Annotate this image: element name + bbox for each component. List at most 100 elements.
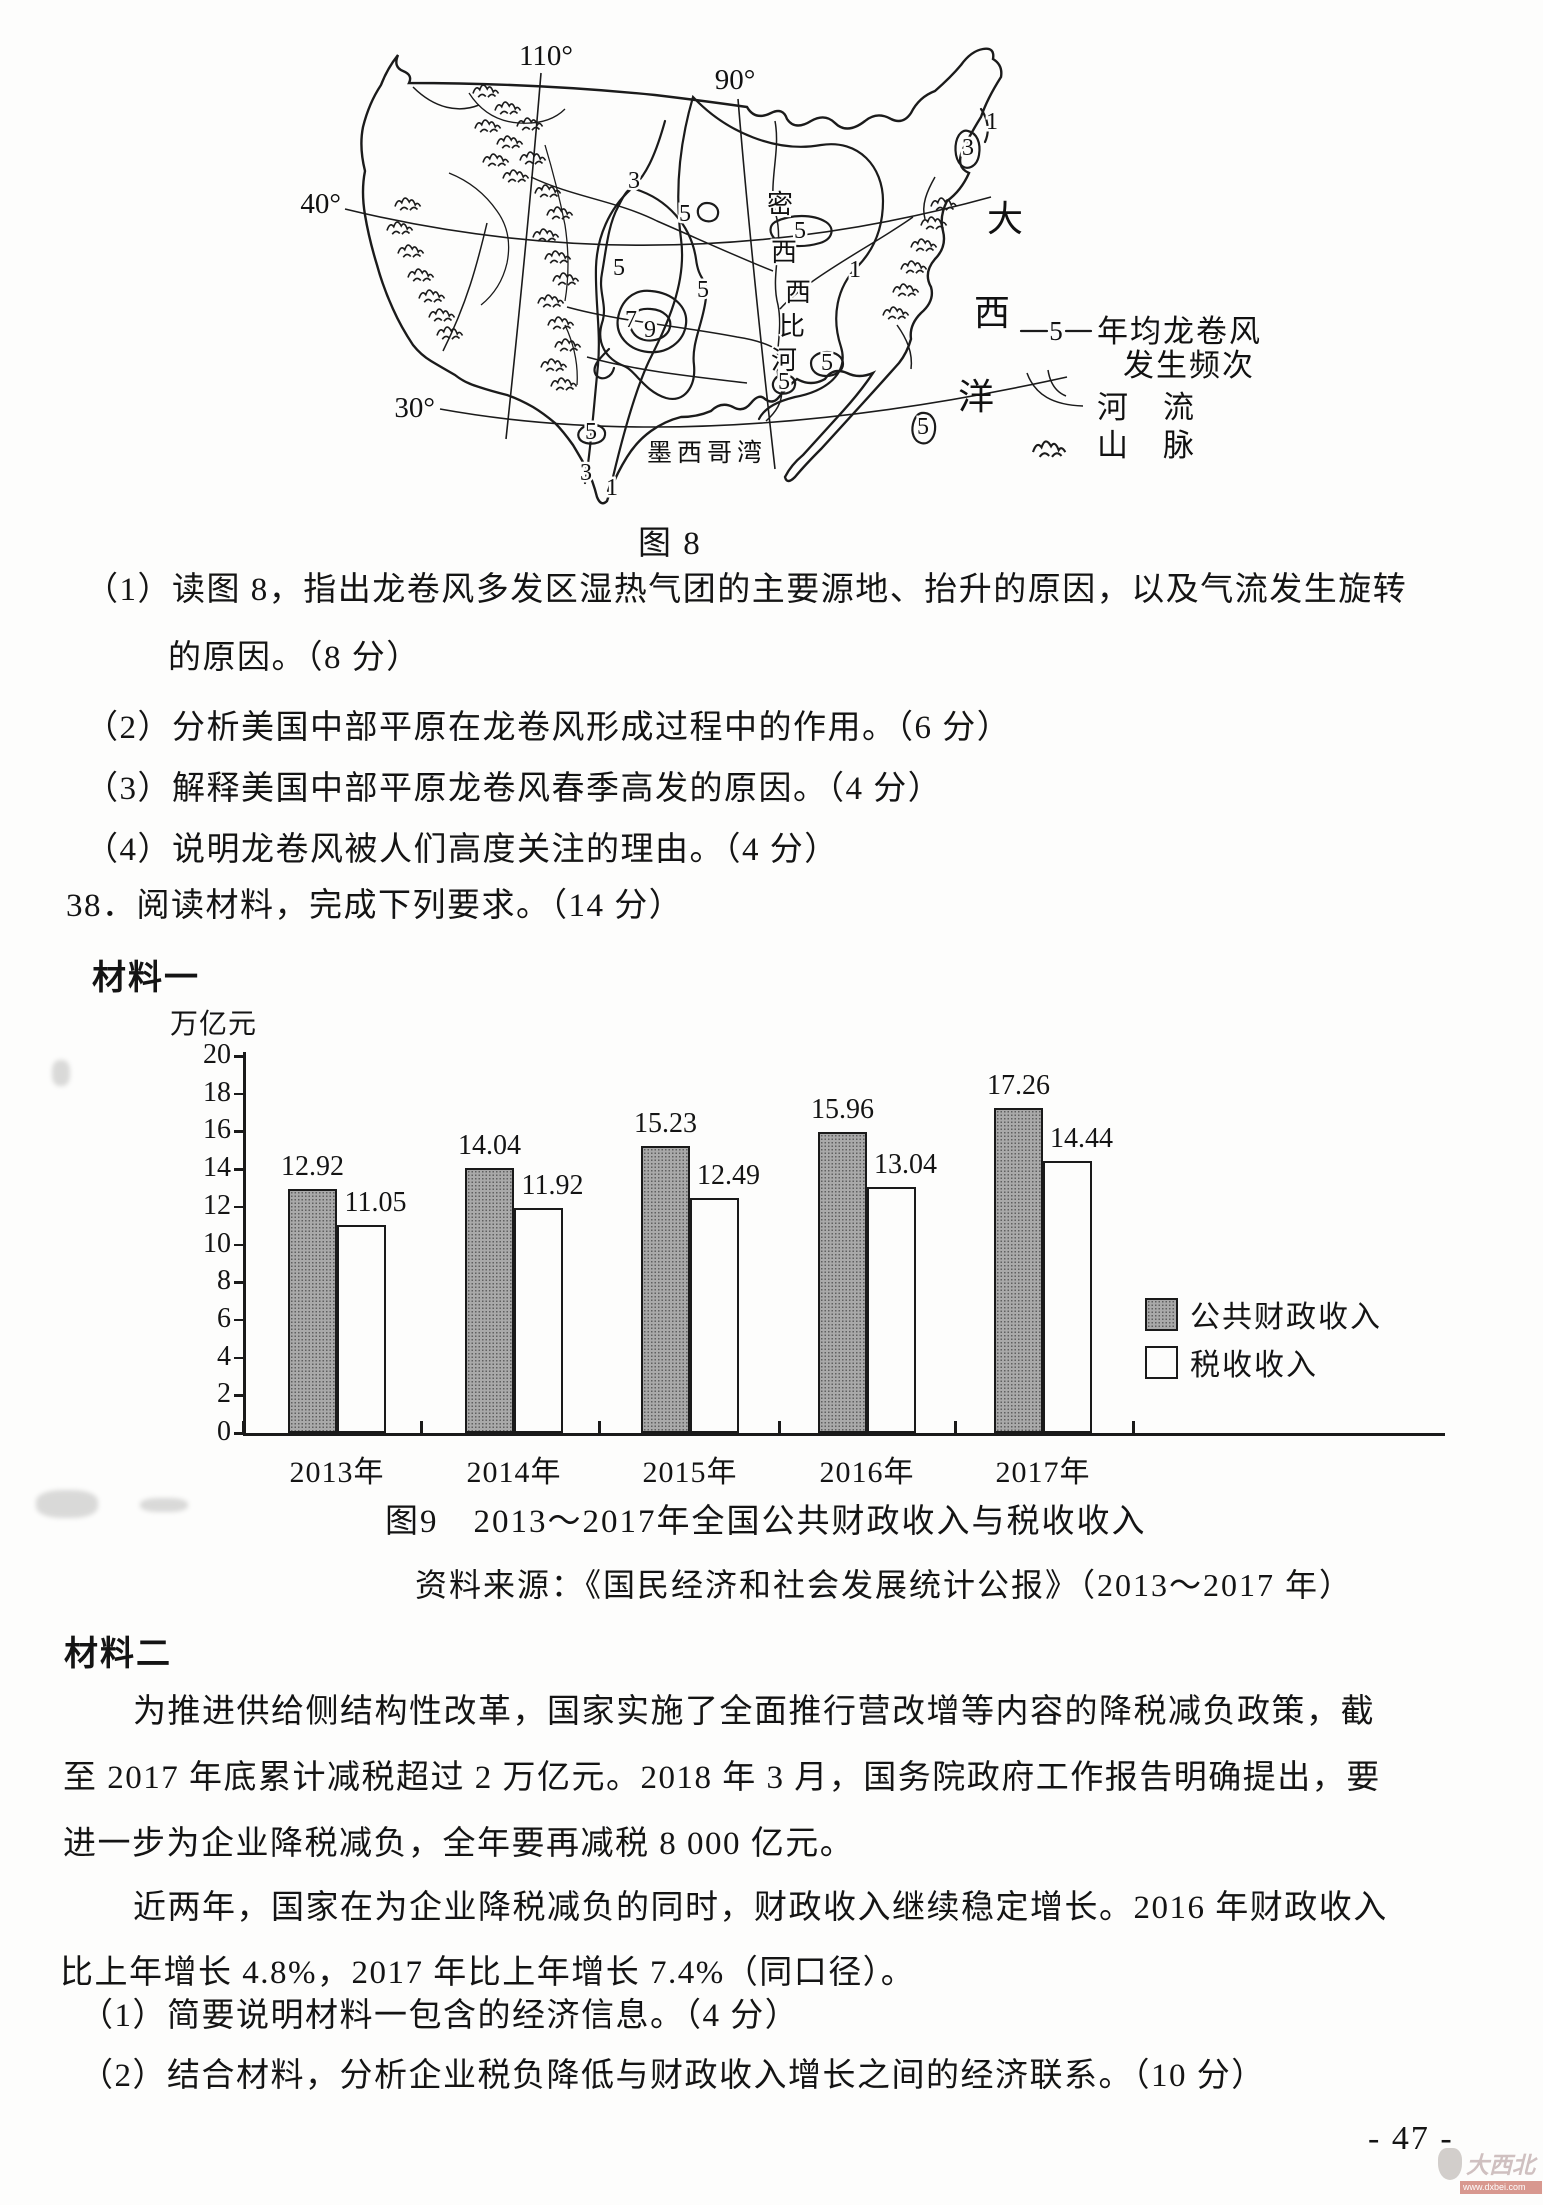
label-110-meridian: 110° (519, 40, 573, 72)
figure9-caption: 图9 2013～2017年全国公共财政收入与税收收入 (385, 1504, 1147, 1540)
label-30-parallel: 30° (394, 392, 435, 424)
material2-p2-line1: 近两年，国家在为企业降税减负的同时，财政收入继续稳定增长。2016 年财政收入 (133, 1890, 1388, 1926)
material2-p1-line3: 进一步为企业降税减负，全年要再减税 8 000 亿元。 (63, 1826, 855, 1862)
label-40-parallel: 40° (300, 188, 341, 220)
bar-tax-revenue (867, 1187, 916, 1433)
legend-river-symbol (1026, 369, 1084, 407)
usa-outline (360, 47, 1003, 505)
figure8-tornado-map: 110° 90° 40° 30° (300, 40, 1262, 505)
legend-river-label: 河 流 (1097, 390, 1196, 425)
scan-smudge (140, 1498, 188, 1512)
x-category-label: 2016年 (819, 1456, 915, 1489)
y-tick-label: 0 (217, 1416, 231, 1447)
q37-sub1-line1: （1）读图 8，指出龙卷风多发区湿热气团的主要源地、抬升的原因，以及气流发生旋转 (85, 572, 1408, 608)
bar-public-revenue (288, 1189, 337, 1433)
bar-tax-revenue (337, 1224, 386, 1433)
legend-contour-label-line2: 发生频次 (1123, 348, 1255, 383)
bar-value-label: 14.44 (1050, 1122, 1113, 1154)
contour-value: 7 (625, 307, 637, 333)
material1-header: 材料一 (92, 959, 200, 997)
bar-value-label: 14.04 (458, 1130, 521, 1162)
bar-public-revenue (641, 1145, 690, 1433)
y-tick-label: 20 (203, 1039, 231, 1070)
contour-value: 1 (849, 257, 861, 283)
y-tick (234, 1394, 245, 1397)
mississippi-label-char: 比 (779, 312, 805, 341)
material2-p1-line1: 为推进供给侧结构性改革，国家实施了全面推行营改增等内容的降税减负政策，截 (133, 1694, 1375, 1730)
y-tick-label: 8 (217, 1265, 231, 1297)
q37-sub4: （4）说明龙卷风被人们高度关注的理由。（4 分） (85, 832, 839, 868)
legend-swatch-white (1145, 1345, 1178, 1379)
bar-value-label: 11.05 (344, 1186, 407, 1218)
material2-p1-line2: 至 2017 年底累计减税超过 2 万亿元。2018 年 3 月，国务院政府工作… (63, 1760, 1381, 1796)
watermark-logo-icon (1438, 2148, 1462, 2180)
y-tick (234, 1055, 245, 1058)
contour-value: 3 (628, 168, 640, 194)
q38-stem: 38．阅读材料，完成下列要求。（14 分） (66, 888, 684, 924)
legend-row-tax-revenue: 税收收入 (1145, 1340, 1318, 1384)
mountain-ranges (386, 84, 958, 392)
q37-sub1-line2: 的原因。（8 分） (168, 640, 421, 676)
scan-smudge (52, 1060, 70, 1086)
label-90-meridian: 90° (715, 64, 756, 96)
contour-value: 3 (962, 135, 974, 161)
watermark-brand: 大西北 (1466, 2153, 1535, 2178)
y-tick (234, 1092, 245, 1096)
contour-value: 5 (778, 369, 790, 395)
bar-value-label: 12.92 (281, 1151, 344, 1183)
bar-value-label: 15.96 (811, 1094, 874, 1126)
legend-contour-value: 5 (1049, 316, 1063, 346)
x-tick (1132, 1421, 1135, 1433)
y-tick (234, 1281, 245, 1284)
atlantic-label-char: 大 (987, 199, 1023, 239)
y-tick-label: 16 (203, 1114, 231, 1146)
contour-value: 3 (580, 460, 592, 486)
map-legend: 5 年均龙卷风 发生频次 河 流 山 脉 (1019, 314, 1262, 463)
bar-value-label: 17.26 (987, 1069, 1050, 1101)
y-tick-label: 18 (203, 1076, 231, 1108)
x-tick (778, 1421, 781, 1433)
legend-contour-label-line1: 年均龙卷风 (1097, 314, 1262, 349)
contour-value: 5 (613, 255, 625, 281)
x-tick (420, 1421, 423, 1433)
contour-value: 9 (644, 317, 656, 343)
y-tick (234, 1356, 245, 1360)
bar-value-label: 11.92 (521, 1170, 584, 1202)
watermark-url: www.dxbei.com (1460, 2181, 1542, 2194)
legend-label: 税收收入 (1190, 1349, 1318, 1382)
bar-public-revenue (994, 1107, 1043, 1433)
legend-swatch-gray (1145, 1297, 1178, 1331)
contour-value: 5 (917, 414, 929, 440)
bar-tax-revenue (514, 1208, 563, 1433)
bar-public-revenue (818, 1132, 867, 1433)
mississippi-label-char: 河 (771, 346, 797, 375)
y-tick-label: 4 (217, 1340, 231, 1372)
figure9-source: 资料来源：《国民经济和社会发展统计公报》（2013～2017 年） (415, 1567, 1354, 1603)
x-category-label: 2015年 (642, 1456, 738, 1489)
y-axis-unit: 万亿元 (170, 1009, 258, 1040)
y-tick-label: 10 (203, 1227, 231, 1259)
y-tick (234, 1205, 245, 1209)
mississippi-label-char: 西 (785, 278, 811, 307)
y-tick (234, 1243, 245, 1246)
y-tick-label: 14 (203, 1152, 231, 1184)
q37-sub2: （2）分析美国中部平原在龙卷风形成过程中的作用。（6 分） (85, 710, 1012, 746)
y-tick (234, 1130, 245, 1133)
legend-mountain-label: 山 脉 (1097, 428, 1196, 463)
x-category-label: 2013年 (289, 1456, 385, 1489)
bar-value-label: 13.04 (874, 1149, 937, 1181)
y-tick-label: 2 (217, 1378, 231, 1410)
contour-value: 1 (606, 475, 618, 501)
y-tick (234, 1432, 245, 1435)
atlantic-label-char: 西 (974, 293, 1010, 333)
legend-label: 公共财政收入 (1190, 1301, 1382, 1334)
tornado-frequency-contours (577, 94, 989, 493)
y-tick-label: 12 (203, 1189, 231, 1221)
contour-value: 5 (697, 277, 709, 303)
contour-value: 1 (986, 109, 998, 135)
x-tick (598, 1421, 601, 1433)
y-tick (234, 1168, 245, 1171)
x-tick (242, 1421, 245, 1433)
